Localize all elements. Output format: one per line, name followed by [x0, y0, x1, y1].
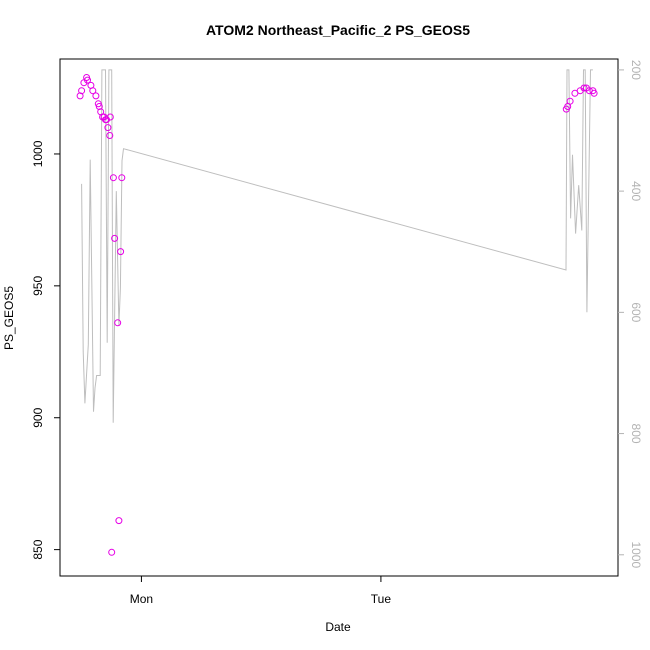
- data-point-27: [566, 97, 574, 105]
- data-point-21: [114, 319, 122, 327]
- data-point-22: [115, 517, 123, 525]
- x-tick-label-0: Mon: [130, 592, 153, 606]
- data-point-16: [106, 132, 114, 139]
- data-point-19: [109, 174, 117, 182]
- y-tick-label-2: 950: [31, 276, 45, 296]
- chart-title: ATOM2 Northeast_Pacific_2 PS_GEOS5: [206, 22, 470, 38]
- data-point-23: [117, 248, 125, 256]
- data-point-30: [580, 84, 588, 92]
- x-tick-label-1: Tue: [371, 592, 392, 606]
- data-point-24: [118, 174, 126, 182]
- data-point-6: [89, 87, 97, 95]
- plot-frame: [59, 58, 619, 577]
- y2-tick-label-0: 200: [629, 60, 643, 80]
- series-points-layer: [76, 74, 598, 556]
- axes-layer: 850 900 950 1000 200 400 600 800 1000 Mon Tue: [31, 60, 643, 606]
- data-point-17: [106, 113, 114, 121]
- y2-tick-label-4: 1000: [629, 541, 643, 568]
- y2-tick-label-3: 800: [629, 424, 643, 444]
- y-tick-label-1: 900: [31, 407, 45, 427]
- y-tick-label-0: 850: [31, 539, 45, 559]
- data-point-7: [92, 92, 100, 100]
- series-line: [81, 69, 593, 423]
- data-point-1: [78, 87, 86, 95]
- series-line-layer: [81, 69, 593, 423]
- data-point-20: [111, 234, 119, 242]
- data-point-15: [104, 124, 112, 132]
- x-axis-label: Date: [325, 620, 351, 634]
- data-point-4: [84, 76, 91, 84]
- y-tick-label-3: 1000: [31, 140, 45, 167]
- y2-tick-label-2: 600: [629, 302, 643, 322]
- y2-tick-label-1: 400: [629, 181, 643, 201]
- data-point-18: [108, 548, 116, 556]
- data-point-34: [590, 89, 598, 97]
- y-axis-label: PS_GEOS5: [2, 286, 16, 350]
